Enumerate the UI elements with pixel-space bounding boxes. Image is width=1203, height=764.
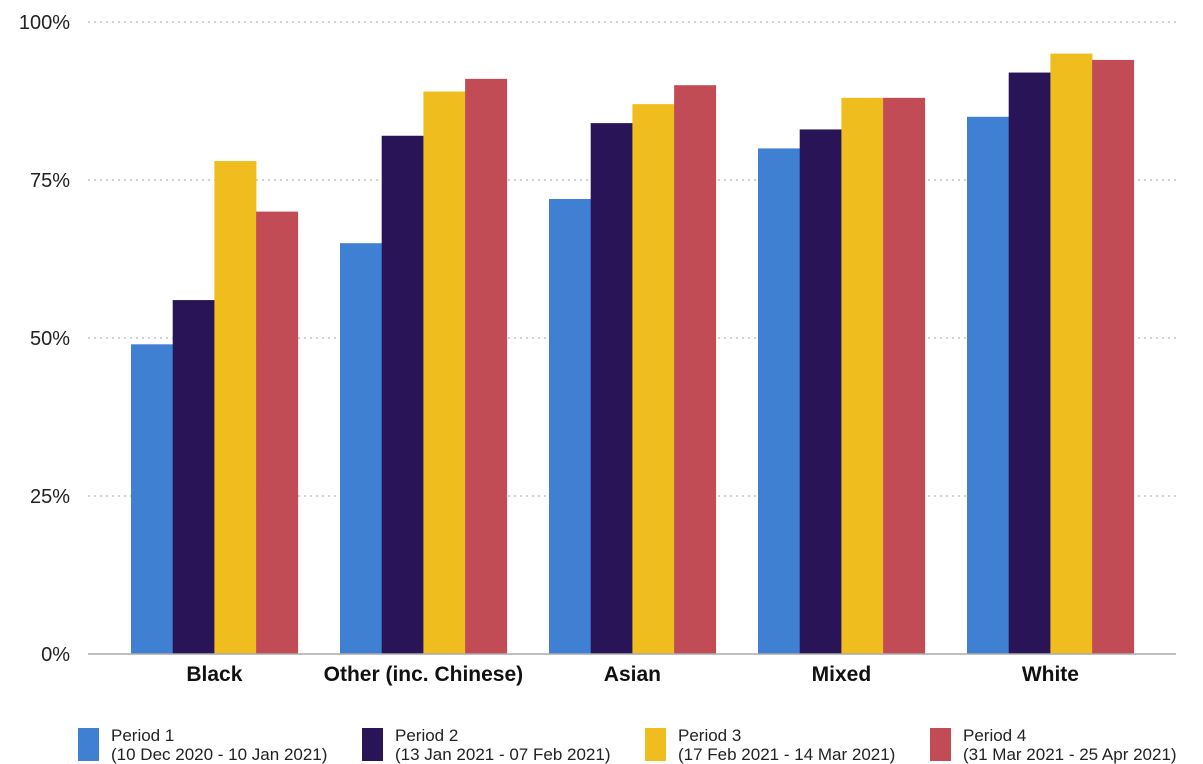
x-category-label: Mixed	[812, 663, 872, 686]
legend-series-subtitle: (13 Jan 2021 - 07 Feb 2021)	[395, 745, 610, 764]
x-axis-categories: Black Other (inc. Chinese) Asian Mixed White	[186, 663, 1079, 686]
legend-series-name: Period 1	[111, 726, 174, 745]
bar	[131, 344, 173, 654]
bar	[1008, 72, 1051, 654]
bar	[841, 97, 884, 655]
bar	[381, 135, 424, 654]
legend-series-subtitle: (31 Mar 2021 - 25 Apr 2021)	[963, 745, 1177, 764]
bar	[172, 300, 215, 654]
bar	[632, 104, 675, 654]
bar	[799, 129, 842, 654]
y-tick-label: 50%	[30, 328, 70, 350]
legend: Period 1(10 Dec 2020 - 10 Jan 2021) Perio…	[78, 726, 1177, 764]
x-category-label: Asian	[604, 663, 661, 686]
bar	[423, 91, 466, 654]
bar	[590, 123, 633, 655]
x-category-label: Black	[186, 663, 242, 686]
legend-series-subtitle: (10 Dec 2020 - 10 Jan 2021)	[111, 745, 327, 764]
bar	[256, 211, 299, 654]
bar	[967, 116, 1009, 655]
bar	[758, 148, 800, 654]
bar	[340, 243, 382, 654]
x-category-label: Other (inc. Chinese)	[324, 663, 524, 686]
bar	[1050, 53, 1093, 655]
y-tick-label: 100%	[19, 12, 70, 34]
bars	[131, 53, 1135, 655]
y-tick-label: 75%	[30, 170, 70, 192]
y-tick-label: 25%	[30, 486, 70, 508]
legend-series-name: Period 3	[678, 726, 741, 745]
bar	[465, 78, 508, 654]
y-axis-ticks: 0% 25% 50% 75% 100%	[19, 12, 70, 666]
legend-swatch	[362, 728, 383, 761]
y-tick-label: 0%	[41, 644, 70, 666]
legend-swatch	[78, 728, 99, 761]
bar	[883, 97, 926, 655]
bar	[214, 161, 257, 655]
bar	[549, 198, 591, 654]
bar	[1092, 59, 1135, 655]
legend-series-name: Period 4	[963, 726, 1026, 745]
legend-series-subtitle: (17 Feb 2021 - 14 Mar 2021)	[678, 745, 895, 764]
legend-swatch	[930, 728, 951, 761]
bar	[674, 85, 717, 654]
legend-swatch	[645, 728, 666, 761]
x-category-label: White	[1022, 663, 1079, 686]
legend-series-name: Period 2	[395, 726, 458, 745]
